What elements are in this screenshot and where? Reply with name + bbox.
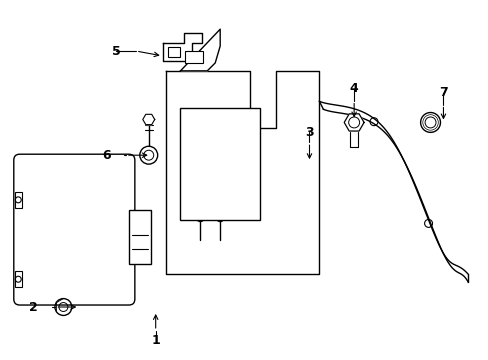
- Text: 5: 5: [111, 45, 120, 58]
- Text: 3: 3: [305, 126, 313, 139]
- Polygon shape: [344, 114, 364, 131]
- Text: 1: 1: [151, 334, 160, 347]
- Polygon shape: [142, 114, 154, 125]
- FancyBboxPatch shape: [129, 210, 150, 264]
- Polygon shape: [163, 33, 202, 61]
- Polygon shape: [180, 29, 220, 71]
- FancyBboxPatch shape: [185, 51, 203, 63]
- FancyBboxPatch shape: [15, 271, 21, 287]
- Polygon shape: [165, 71, 319, 274]
- Text: 7: 7: [438, 86, 447, 99]
- Text: 2: 2: [29, 301, 38, 314]
- Text: 6: 6: [102, 149, 110, 162]
- FancyBboxPatch shape: [180, 108, 260, 220]
- FancyBboxPatch shape: [14, 154, 135, 305]
- FancyBboxPatch shape: [15, 192, 21, 208]
- FancyBboxPatch shape: [167, 47, 179, 57]
- Text: 4: 4: [349, 82, 358, 95]
